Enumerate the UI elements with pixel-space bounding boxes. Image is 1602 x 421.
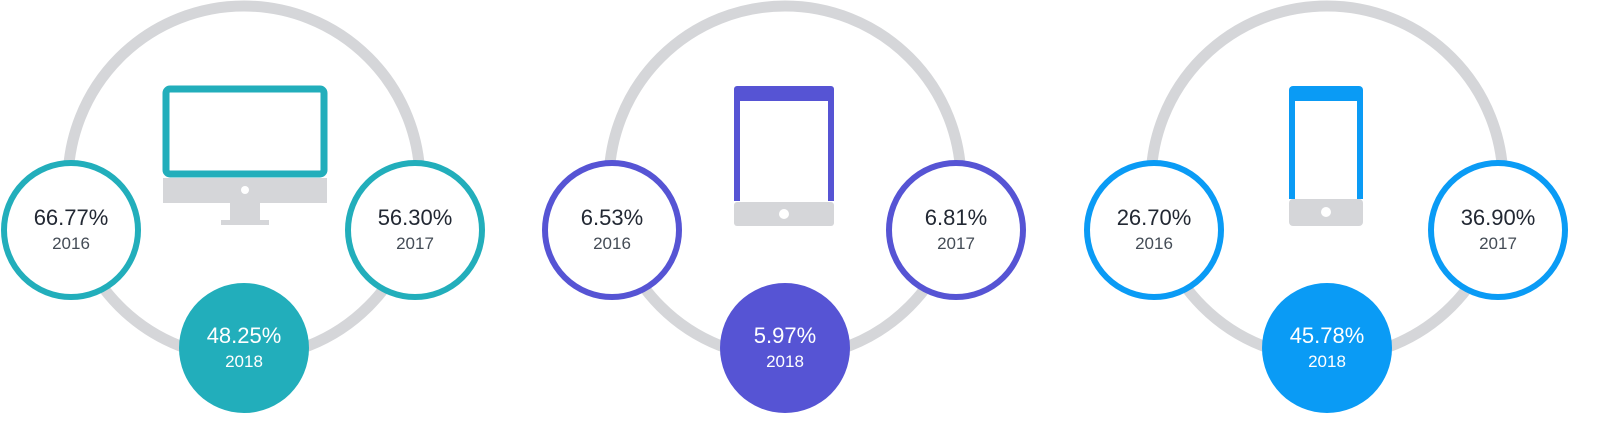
bubble-2016: 6.53% 2016 [542, 160, 682, 300]
bubble-2018: 5.97% 2018 [720, 283, 850, 413]
bubble-2017: 56.30% 2017 [345, 160, 485, 300]
tablet-icon [734, 86, 834, 226]
year-label: 2018 [1308, 352, 1346, 372]
bubble-2017: 6.81% 2017 [886, 160, 1026, 300]
bubble-2016: 66.77% 2016 [1, 160, 141, 300]
percent-label: 26.70% [1116, 204, 1192, 230]
mobile-group: 26.70% 2016 36.90% 2017 45.78% 2018 [1083, 0, 1602, 421]
tablet-group: 6.53% 2016 6.81% 2017 5.97% 2018 [541, 0, 1101, 421]
desktop-icon [162, 85, 328, 225]
year-label: 2017 [1479, 234, 1517, 254]
percent-label: 66.77% [33, 204, 109, 230]
percent-label: 5.97% [753, 322, 817, 348]
year-label: 2016 [52, 234, 90, 254]
desktop-group: 66.77% 2016 56.30% 2017 48.25% 2018 [0, 0, 560, 421]
percent-label: 6.53% [580, 204, 644, 230]
bubble-2017: 36.90% 2017 [1428, 160, 1568, 300]
year-label: 2017 [937, 234, 975, 254]
year-label: 2017 [396, 234, 434, 254]
percent-label: 56.30% [377, 204, 453, 230]
bubble-2018: 48.25% 2018 [179, 283, 309, 413]
mobile-phone-icon [1289, 86, 1363, 226]
percent-label: 36.90% [1460, 204, 1536, 230]
bubble-2018: 45.78% 2018 [1262, 283, 1392, 413]
percent-label: 48.25% [206, 322, 282, 348]
year-label: 2016 [1135, 234, 1173, 254]
year-label: 2018 [225, 352, 263, 372]
percent-label: 45.78% [1289, 322, 1365, 348]
year-label: 2018 [766, 352, 804, 372]
year-label: 2016 [593, 234, 631, 254]
bubble-2016: 26.70% 2016 [1084, 160, 1224, 300]
percent-label: 6.81% [924, 204, 988, 230]
